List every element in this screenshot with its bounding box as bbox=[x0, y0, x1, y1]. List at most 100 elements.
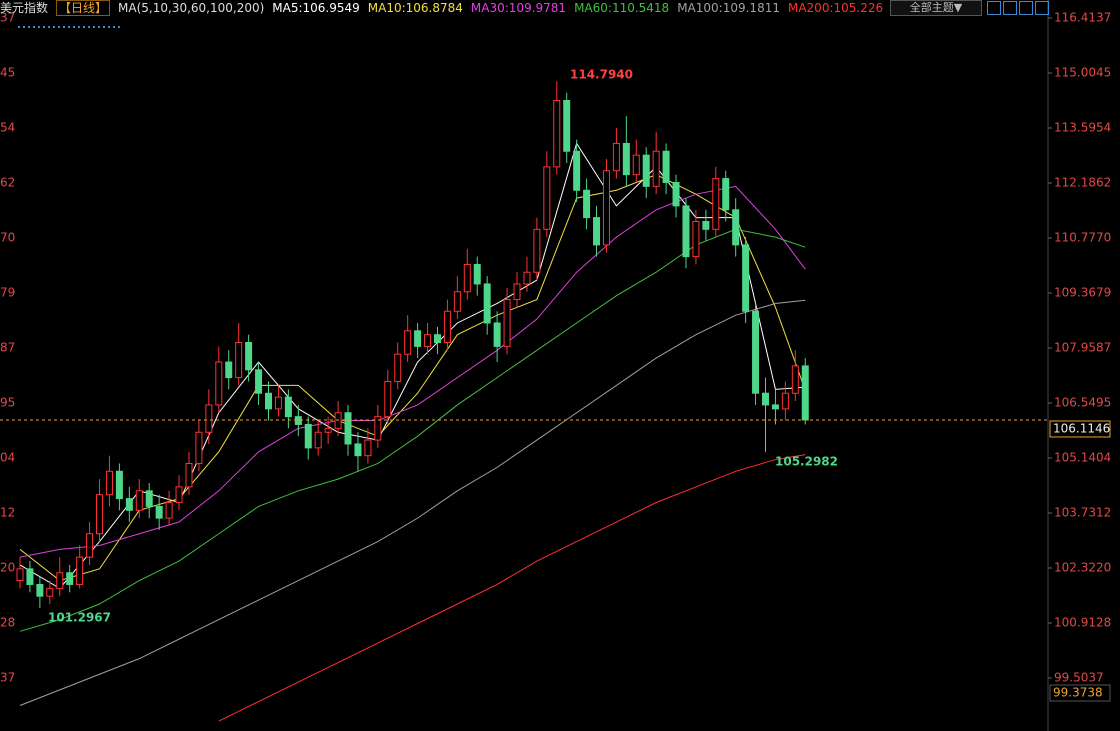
candle-body bbox=[533, 228, 541, 273]
candle-body bbox=[801, 365, 809, 421]
candle-body bbox=[56, 572, 64, 589]
candle-body bbox=[265, 392, 272, 410]
candle-body bbox=[125, 498, 133, 511]
candle-body bbox=[762, 392, 769, 406]
candle-body bbox=[563, 100, 571, 152]
candle-body bbox=[185, 462, 193, 488]
icon[interactable] bbox=[987, 1, 1001, 15]
candle-body bbox=[364, 439, 372, 457]
left-tick-label: 28 bbox=[0, 616, 15, 630]
ma-line bbox=[19, 299, 806, 706]
candle-body bbox=[225, 361, 233, 379]
candle-body bbox=[752, 310, 760, 394]
extreme-label: 114.7940 bbox=[570, 68, 633, 82]
candle-body bbox=[583, 189, 591, 219]
left-tick-label: 70 bbox=[0, 231, 15, 245]
candle-body bbox=[284, 396, 292, 418]
candle-body bbox=[105, 470, 113, 496]
candle-body bbox=[235, 341, 243, 379]
topic-dropdown[interactable]: 全部主题▼ bbox=[890, 0, 982, 16]
candle-body bbox=[642, 154, 650, 187]
candle-body bbox=[16, 568, 24, 582]
candle-body bbox=[722, 178, 730, 211]
candle-body bbox=[652, 150, 660, 187]
left-tick-label: 04 bbox=[0, 451, 15, 465]
candle-body bbox=[553, 100, 561, 168]
y-tick-label: 110.7770 bbox=[1054, 231, 1111, 245]
price-box bbox=[1049, 684, 1111, 702]
y-tick-label: 116.4137 bbox=[1054, 11, 1111, 25]
y-tick-label: 105.1404 bbox=[1054, 451, 1111, 465]
y-tick-label: 107.9587 bbox=[1054, 341, 1111, 355]
last-price-label: 106.1146 bbox=[1053, 421, 1110, 435]
candle-body bbox=[732, 209, 740, 246]
candle-body bbox=[771, 404, 779, 410]
candle-body bbox=[86, 533, 94, 558]
candle-body bbox=[672, 181, 680, 207]
legend-entry: MA30:109.9781 bbox=[470, 1, 567, 15]
legend-entry: MA5:106.9549 bbox=[272, 1, 360, 15]
icon[interactable] bbox=[1035, 1, 1049, 15]
candle-body bbox=[523, 271, 531, 285]
candle-body bbox=[493, 322, 501, 347]
candle-body bbox=[294, 416, 302, 425]
left-tick-label: 37 bbox=[0, 671, 15, 685]
candle-body bbox=[384, 381, 392, 418]
candle-body bbox=[26, 568, 34, 585]
extreme-label: 105.2982 bbox=[775, 455, 838, 469]
price-box bbox=[1049, 420, 1111, 438]
y-tick-label: 106.5495 bbox=[1054, 396, 1111, 410]
candle-body bbox=[593, 217, 601, 246]
candle-body bbox=[195, 431, 203, 464]
candle-body bbox=[791, 365, 799, 394]
candle-body bbox=[433, 334, 441, 343]
header: 美元指数 【日线】 MA(5,10,30,60,100,200) MA5:106.95… bbox=[0, 0, 1120, 16]
ma-line bbox=[19, 185, 806, 558]
left-tick-label: 79 bbox=[0, 286, 15, 300]
candle-body bbox=[463, 263, 471, 293]
left-tick-label: 54 bbox=[0, 121, 15, 135]
candle-body bbox=[404, 330, 412, 355]
candle-body bbox=[155, 505, 163, 519]
candle-body bbox=[443, 310, 451, 343]
candle-body bbox=[394, 353, 402, 383]
candle-body bbox=[543, 166, 551, 230]
candle-body bbox=[344, 412, 352, 445]
candle-body bbox=[622, 142, 630, 176]
candle-body bbox=[135, 490, 143, 511]
left-tick-label: 62 bbox=[0, 176, 15, 190]
candle-body bbox=[712, 178, 720, 230]
legend-entry: MA60:110.5418 bbox=[574, 1, 670, 15]
candle-body bbox=[324, 427, 332, 433]
ma-line bbox=[218, 454, 806, 722]
candle-body bbox=[573, 150, 581, 191]
candle-body bbox=[245, 341, 253, 371]
title: 美元指数 bbox=[0, 1, 49, 15]
candle-body bbox=[175, 486, 183, 504]
candle-body bbox=[473, 263, 481, 285]
candle-body bbox=[36, 583, 44, 597]
candle-body bbox=[205, 404, 213, 433]
icon[interactable] bbox=[1003, 1, 1017, 15]
legend-entry: MA10:106.8784 bbox=[367, 1, 463, 15]
candle-body bbox=[115, 470, 123, 500]
candle-body bbox=[682, 205, 690, 258]
candle-body bbox=[76, 556, 84, 585]
candle-body bbox=[304, 423, 312, 449]
period[interactable]: 【日线】 bbox=[56, 0, 111, 16]
candle-body bbox=[453, 291, 461, 312]
candle-body bbox=[781, 392, 789, 410]
icon[interactable] bbox=[1019, 1, 1033, 15]
candle-body bbox=[612, 142, 620, 172]
candle-body bbox=[702, 220, 710, 230]
candle-body bbox=[66, 572, 74, 585]
bottom-price-label: 99.3738 bbox=[1053, 686, 1103, 700]
candle-body bbox=[692, 220, 700, 258]
candle-body bbox=[255, 369, 263, 394]
candle-body bbox=[314, 431, 322, 449]
y-tick-label: 112.1862 bbox=[1054, 176, 1111, 190]
candle-body bbox=[145, 490, 153, 507]
candle-body bbox=[165, 502, 173, 519]
y-tick-label: 103.7312 bbox=[1054, 506, 1111, 520]
